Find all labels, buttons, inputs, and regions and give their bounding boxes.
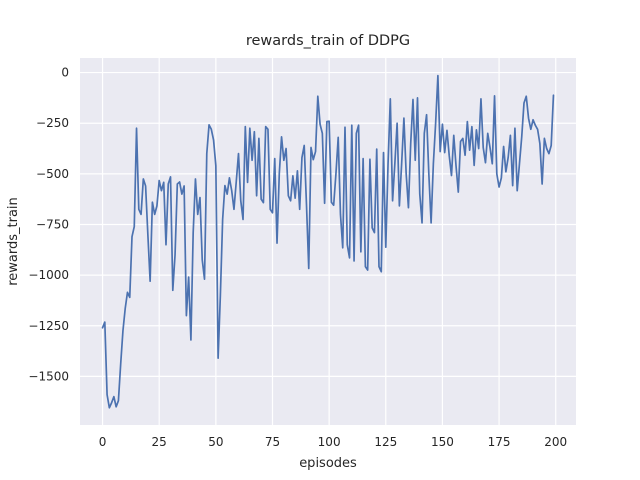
y-tick-label: −750 (36, 217, 69, 231)
x-tick-label: 100 (318, 435, 341, 449)
y-tick-label: −250 (36, 116, 69, 130)
series-line (101, 74, 555, 409)
x-tick-label: 175 (488, 435, 511, 449)
x-tick-label: 150 (431, 435, 454, 449)
x-tick-label: 0 (99, 435, 107, 449)
y-axis-label: rewards_train (6, 197, 21, 286)
x-tick-label: 200 (544, 435, 567, 449)
x-tick-label: 25 (152, 435, 167, 449)
y-tick-label: −1250 (28, 319, 69, 333)
y-tick-label: −1500 (28, 369, 69, 383)
x-axis-tick-labels: 0 25 50 75 100 125 150 175 200 (99, 435, 567, 449)
y-axis-tick-labels: 0 −250 −500 −750 −1000 −1250 −1500 (28, 66, 69, 384)
y-tick-label: −1000 (28, 268, 69, 282)
y-tick-label: −500 (36, 167, 69, 181)
data-series (101, 74, 555, 409)
x-tick-label: 125 (374, 435, 397, 449)
y-tick-label: 0 (61, 66, 69, 80)
x-tick-label: 75 (265, 435, 280, 449)
x-tick-label: 50 (208, 435, 223, 449)
x-axis-label: episodes (299, 456, 357, 471)
plot-area (80, 58, 576, 425)
chart-title: rewards_train of DDPG (246, 33, 410, 49)
